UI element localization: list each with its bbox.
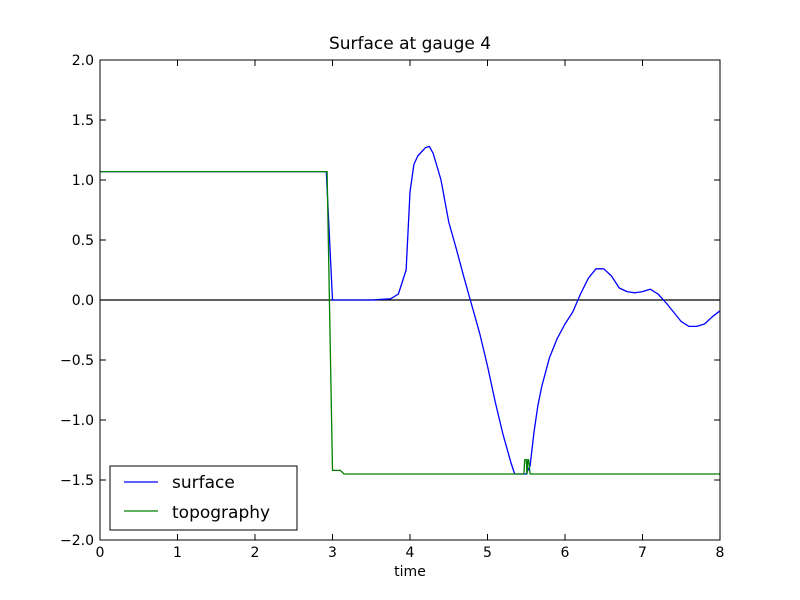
series-line-surface bbox=[100, 145, 721, 475]
x-tick-label: 7 bbox=[638, 545, 647, 561]
x-tick-label: 4 bbox=[406, 545, 415, 561]
y-tick-label: −0.5 bbox=[60, 353, 94, 369]
legend: surface topography bbox=[109, 465, 298, 531]
legend-label-topography: topography bbox=[172, 503, 270, 523]
x-axis-label: time bbox=[394, 564, 426, 580]
y-axis-ticks: 2.0 1.5 1.0 0.5 0.0 −0.5 −1.0 −1.5 −2.0 bbox=[60, 53, 720, 549]
y-tick-label: 1.5 bbox=[72, 113, 94, 129]
legend-label-surface: surface bbox=[172, 473, 235, 493]
series-line-topography bbox=[100, 170, 720, 475]
x-tick-label: 0 bbox=[96, 545, 105, 561]
y-tick-label: 1.0 bbox=[72, 173, 94, 189]
x-tick-label: 8 bbox=[716, 545, 725, 561]
x-tick-label: 3 bbox=[328, 545, 337, 561]
y-tick-label: −2.0 bbox=[60, 533, 94, 549]
series-layer bbox=[100, 145, 721, 475]
chart-title: Surface at gauge 4 bbox=[329, 34, 491, 54]
x-tick-label: 6 bbox=[561, 545, 570, 561]
x-tick-label: 2 bbox=[251, 545, 260, 561]
x-tick-label: 1 bbox=[173, 545, 182, 561]
x-axis-ticks: 0 1 2 3 4 5 6 7 8 bbox=[96, 60, 725, 561]
y-tick-label: −1.5 bbox=[60, 473, 94, 489]
y-tick-label: 2.0 bbox=[72, 53, 94, 69]
y-tick-label: −1.0 bbox=[60, 413, 94, 429]
y-tick-label: 0.5 bbox=[72, 233, 94, 249]
x-tick-label: 5 bbox=[483, 545, 492, 561]
legend-box bbox=[109, 465, 298, 531]
y-tick-label: 0.0 bbox=[72, 293, 94, 309]
